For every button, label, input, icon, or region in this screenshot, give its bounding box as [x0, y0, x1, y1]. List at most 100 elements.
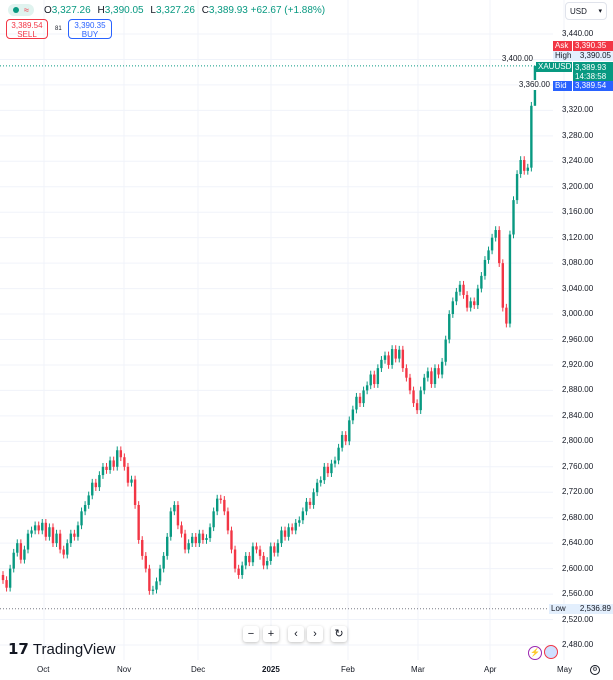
candle-body: [148, 568, 151, 591]
candle-body: [173, 504, 176, 512]
candle-body: [101, 466, 105, 476]
symbol-label: XAUUSD: [536, 62, 572, 72]
candle-body: [526, 167, 529, 171]
y-tick-label: 3,080.00: [562, 258, 594, 268]
candle-body: [530, 105, 533, 168]
ask-price: 3,390.35: [573, 41, 613, 51]
sell-button[interactable]: 3,389.54 SELL: [6, 19, 48, 39]
candle-body: [462, 284, 465, 295]
candle-body: [141, 539, 144, 556]
y-tick-label: 3,360.00: [518, 79, 550, 90]
open-label: O: [43, 4, 52, 16]
currency-select[interactable]: USD ▾: [565, 2, 607, 20]
brand-name: TradingView: [32, 640, 116, 658]
buy-button[interactable]: 3,390.35 BUY: [68, 19, 112, 39]
market-open-icon: [13, 7, 19, 13]
candle-body: [44, 522, 48, 537]
candle-body: [494, 230, 497, 238]
last-price-tag: 3,389.93 14:38:58: [573, 62, 613, 81]
candle-body: [298, 520, 301, 523]
candle-body: [476, 288, 480, 306]
y-tick-label: 3,040.00: [562, 283, 594, 293]
lightning-icon[interactable]: ⚡: [528, 646, 542, 660]
candle-body: [508, 234, 512, 324]
price-chart[interactable]: [0, 0, 613, 660]
candle-body: [255, 546, 258, 550]
y-tick-label: 2,640.00: [562, 538, 594, 548]
candle-body: [30, 530, 33, 534]
candle-body: [423, 377, 426, 391]
buy-price: 3,390.35: [74, 21, 106, 30]
candle-body: [444, 339, 447, 362]
close-label: C: [201, 4, 209, 16]
candle-body: [501, 263, 504, 308]
candle-body: [426, 371, 430, 378]
bar-countdown: 14:38:58: [575, 72, 607, 81]
candle-body: [358, 396, 362, 404]
currency-value: USD: [570, 7, 587, 16]
candle-body: [355, 396, 358, 410]
candle-body: [230, 530, 233, 550]
candle-body: [483, 259, 487, 276]
candle-body: [112, 460, 115, 467]
candle-body: [294, 522, 297, 531]
candle-body: [98, 475, 101, 488]
candle-body: [12, 552, 15, 569]
candle-body: [191, 536, 194, 544]
candle-body: [519, 160, 522, 175]
scroll-right-button[interactable]: ›: [307, 626, 323, 642]
status-pill[interactable]: ≈: [8, 4, 34, 16]
zoom-in-button[interactable]: +: [263, 626, 279, 642]
y-tick-label: 2,760.00: [562, 461, 594, 471]
candle-body: [344, 434, 347, 442]
candle-body: [233, 549, 237, 569]
tradingview-logo[interactable]: 𝟭𝟳 TradingView: [8, 640, 116, 659]
candle-body: [362, 390, 365, 404]
candle-body: [398, 349, 401, 359]
candle-body: [201, 533, 205, 540]
candle-body: [51, 527, 55, 544]
reset-chart-button[interactable]: ↻: [331, 626, 347, 642]
candle-body: [198, 533, 201, 544]
low-label: L: [150, 4, 156, 16]
candle-body: [108, 460, 112, 470]
candle-body: [437, 368, 440, 375]
candle-body: [23, 549, 26, 560]
x-label-apr: Apr: [484, 665, 497, 674]
candle-body: [365, 385, 369, 391]
close-value: 3,389.93: [208, 4, 248, 16]
bid-label: Bid: [553, 81, 572, 91]
settings-icon[interactable]: ⚙: [590, 665, 600, 675]
candle-body: [280, 530, 283, 544]
candle-body: [80, 511, 83, 526]
candle-body: [1, 574, 5, 581]
candle-body: [83, 504, 87, 512]
scroll-left-button[interactable]: ‹: [288, 626, 304, 642]
candle-body: [208, 527, 212, 539]
candle-body: [187, 543, 190, 550]
candle-body: [223, 499, 226, 512]
candle-body: [408, 377, 412, 391]
low-tag-label: Low: [551, 604, 566, 613]
candle-body: [473, 301, 476, 306]
candle-body: [258, 549, 262, 556]
candle-body: [340, 434, 344, 448]
open-value: 3,327.26: [51, 4, 91, 16]
ohlc-values: O3,327.26 H3,390.05 L3,327.26 C3,389.93 …: [40, 5, 325, 16]
zoom-out-button[interactable]: −: [243, 626, 259, 642]
low-tag: Low 2,536.89: [549, 604, 613, 614]
y-tick-label: 3,120.00: [562, 232, 594, 242]
y-tick-label: 3,200.00: [562, 181, 594, 191]
candle-body: [419, 390, 422, 411]
candle-body: [505, 307, 508, 324]
candle-body: [458, 284, 462, 292]
candle-body: [301, 511, 305, 521]
candle-body: [523, 160, 526, 171]
candle-body: [262, 555, 265, 566]
candle-body: [490, 237, 494, 251]
us-flag-icon[interactable]: [544, 645, 558, 659]
candle-body: [216, 498, 219, 512]
candle-body: [351, 409, 355, 421]
candle-body: [469, 301, 472, 308]
candle-body: [326, 466, 330, 474]
